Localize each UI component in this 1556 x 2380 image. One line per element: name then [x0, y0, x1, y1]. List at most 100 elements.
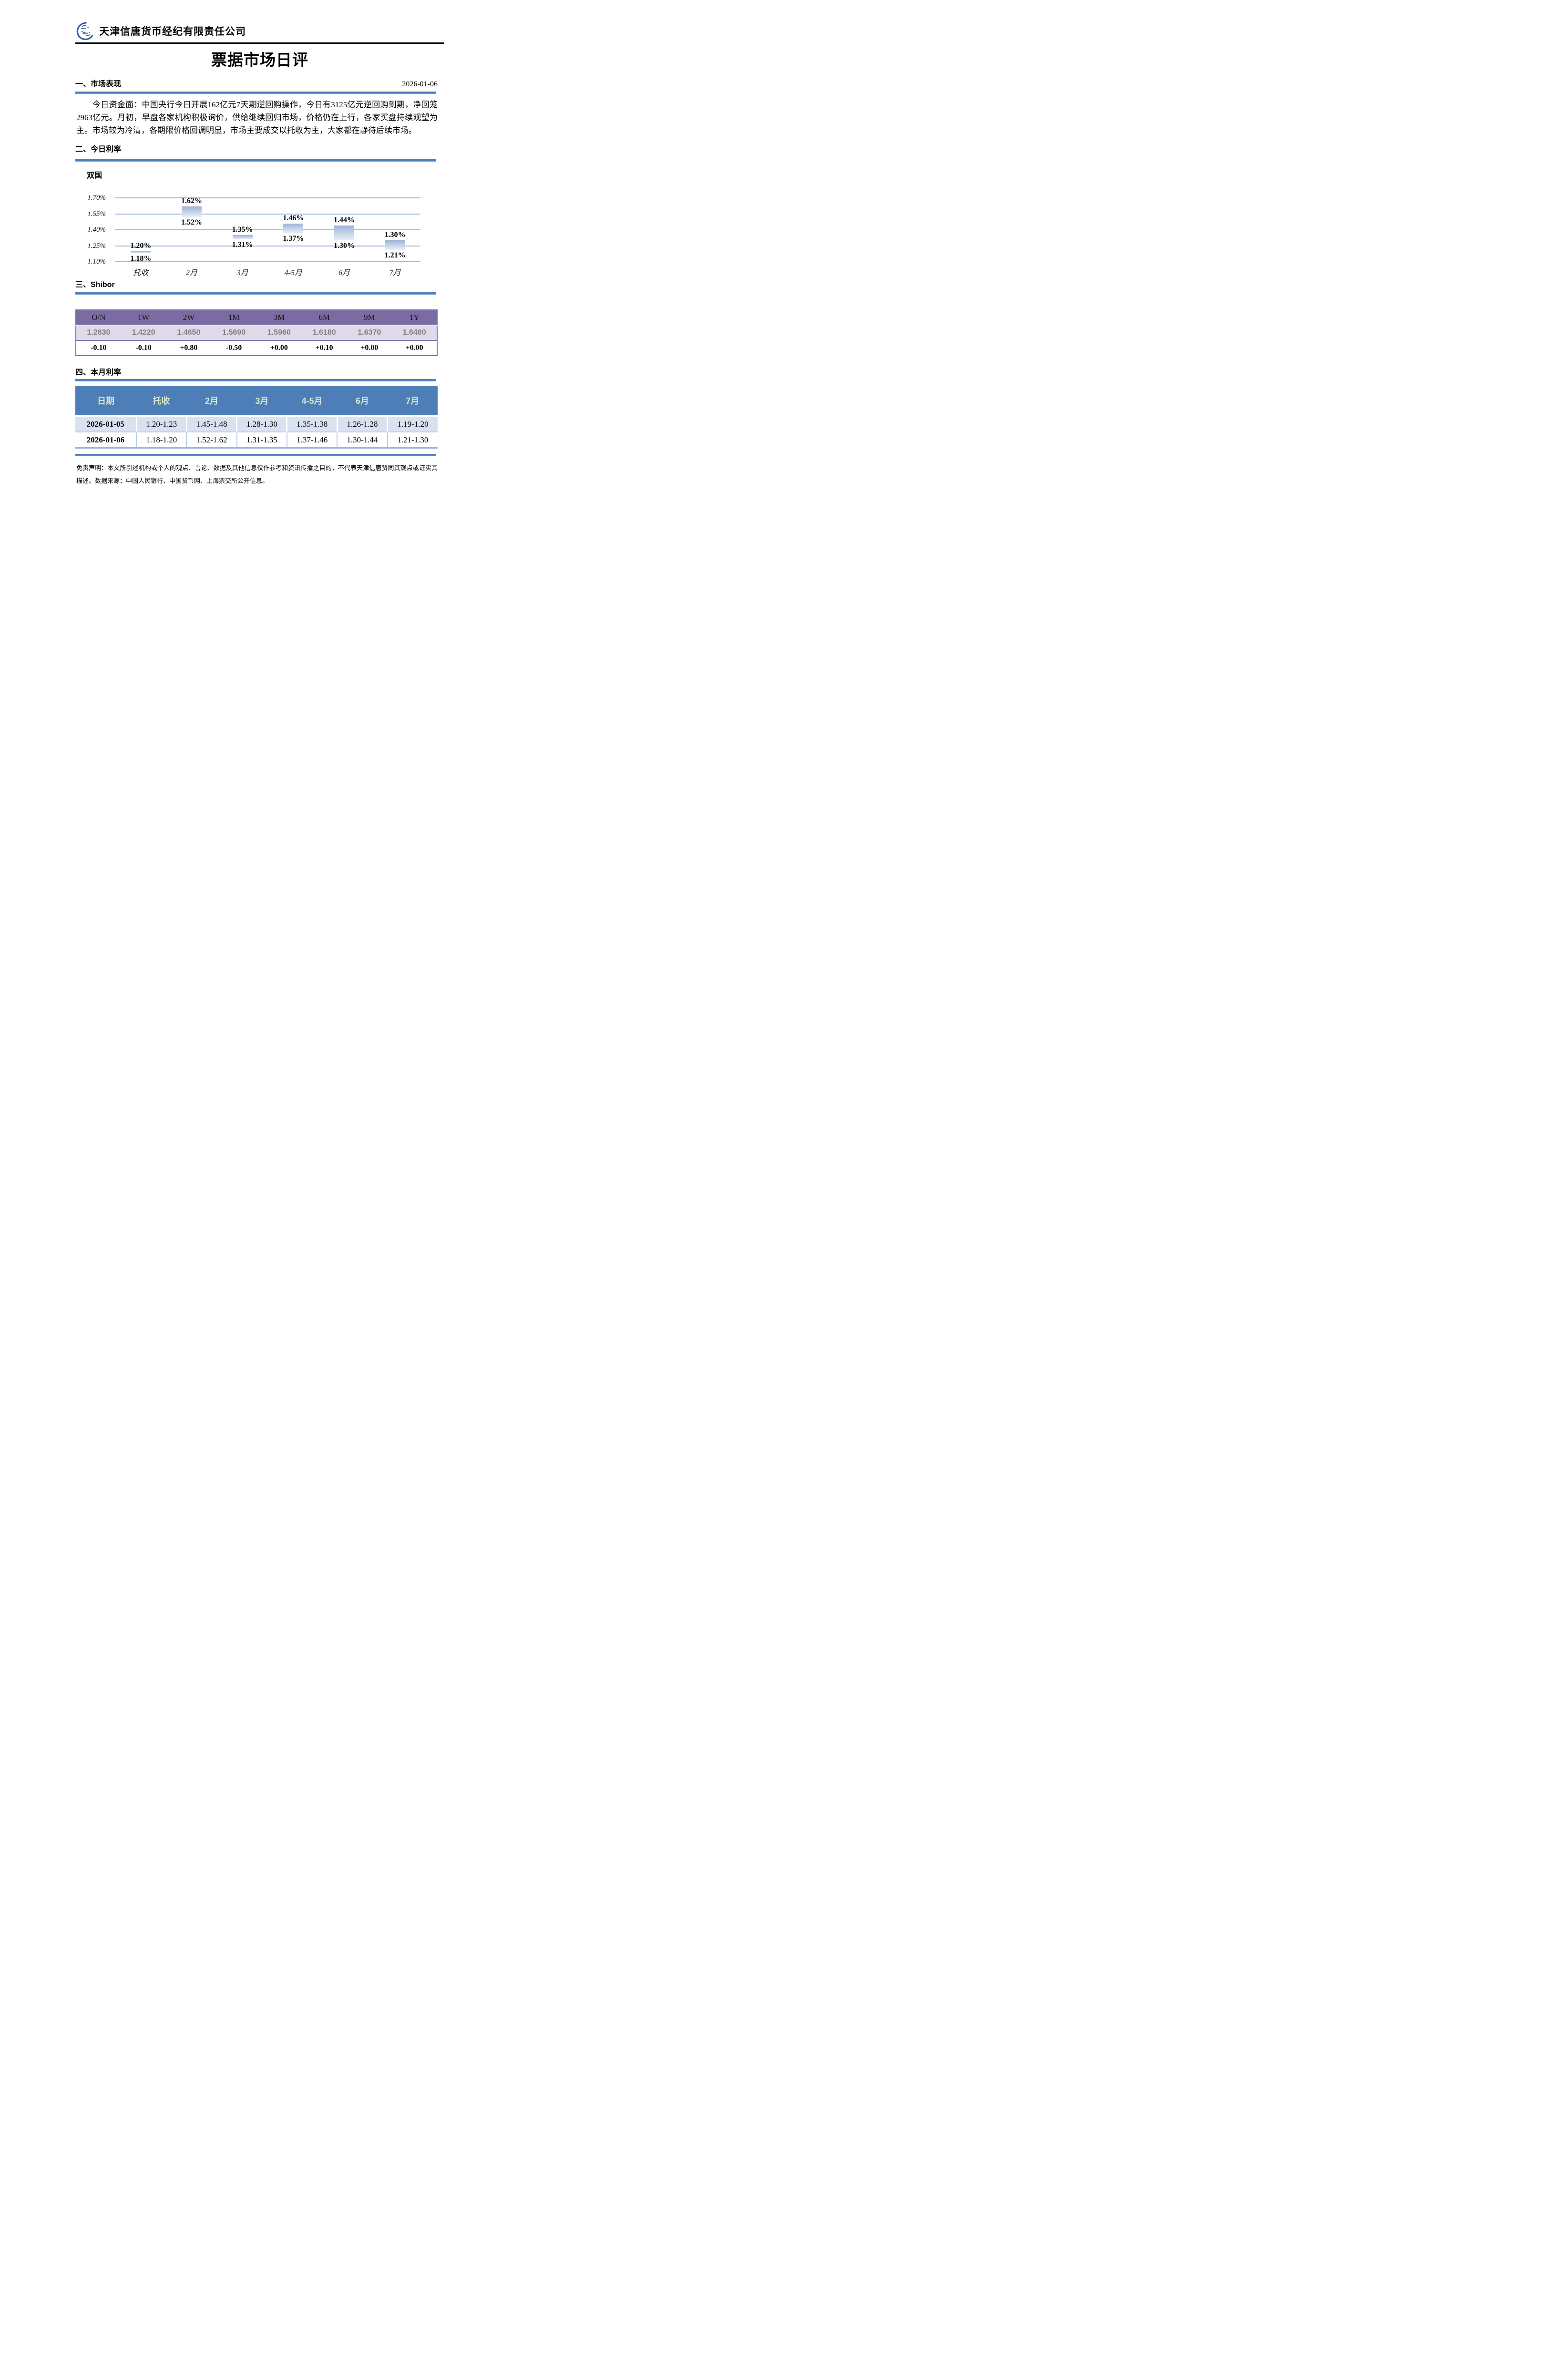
- range-bar: [232, 235, 253, 240]
- section3-heading: 三、Shibor: [75, 281, 115, 289]
- monthly-rate-range: 1.31-1.35: [236, 431, 287, 449]
- shibor-rate-value: 1.2630: [76, 325, 121, 340]
- company-name: 天津信唐货币经纪有限责任公司: [99, 26, 246, 37]
- monthly-rate-range: 1.26-1.28: [337, 415, 389, 432]
- monthly-column-header: 4-5月: [287, 386, 338, 416]
- page-title: 票据市场日评: [211, 52, 308, 69]
- bar-high-label: 1.62%: [181, 196, 202, 205]
- chart-gridline: [115, 229, 420, 230]
- range-bar: [385, 240, 405, 250]
- section3-divider: [75, 292, 436, 295]
- shibor-rate-value: 1.5690: [211, 325, 256, 340]
- company-seal-icon: [76, 22, 93, 40]
- monthly-rate-range: 1.19-1.20: [387, 415, 438, 432]
- monthly-rate-range: 1.30-1.44: [337, 431, 388, 449]
- x-axis-category-label: 3月: [236, 269, 248, 277]
- monthly-column-header: 日期: [75, 386, 136, 416]
- section1-divider: [75, 92, 436, 94]
- shibor-rate-change: +0.10: [301, 340, 347, 356]
- shibor-rate-change: +0.00: [256, 340, 302, 356]
- shibor-tenor-header: O/N: [76, 309, 121, 325]
- section1-heading-row: 一、市场表现 2026-01-06: [75, 79, 438, 89]
- monthly-rate-range: 1.37-1.46: [287, 431, 338, 449]
- range-bar: [334, 226, 354, 241]
- monthly-column-header: 托收: [136, 386, 187, 416]
- shibor-tenor-header: 1Y: [392, 309, 437, 325]
- bar-high-label: 1.44%: [334, 216, 355, 225]
- bar-low-label: 1.18%: [130, 255, 152, 263]
- shibor-rate-change: +0.00: [392, 340, 437, 356]
- shibor-rate-value: 1.6370: [347, 325, 392, 340]
- range-bar: [131, 251, 151, 254]
- shibor-rate-value: 1.4220: [121, 325, 166, 340]
- section4-heading: 四、本月利率: [75, 369, 122, 377]
- x-axis-category-label: 2月: [185, 269, 197, 277]
- monthly-rate-range: 1.21-1.30: [387, 431, 438, 449]
- shibor-rate-value: 1.6180: [301, 325, 347, 340]
- bar-high-label: 1.30%: [384, 231, 406, 239]
- monthly-table-row: 2026-01-06 1.18-1.20 1.52-1.62 1.31-1.35 1.3…: [75, 431, 438, 449]
- shibor-tenor-header: 3M: [256, 309, 302, 325]
- header-rule: [75, 42, 444, 44]
- shibor-tenor-header: 2W: [166, 309, 212, 325]
- section1-heading: 一、市场表现: [75, 80, 122, 88]
- section2-heading-row: 二、今日利率: [75, 144, 438, 154]
- shibor-rate-value: 1.6480: [392, 325, 437, 340]
- bar-low-label: 1.31%: [232, 241, 253, 249]
- y-axis-tick-label: 1.55%: [87, 210, 106, 218]
- chart-gridline: [115, 261, 420, 262]
- monthly-table-row: 2026-01-05 1.20-1.23 1.45-1.48 1.28-1.30 1.3…: [75, 415, 438, 432]
- section2-divider: [75, 159, 436, 162]
- y-axis-tick-label: 1.25%: [87, 242, 106, 250]
- monthly-date: 2026-01-05: [75, 415, 137, 432]
- bar-high-label: 1.46%: [283, 214, 304, 222]
- shibor-rate-change: +0.00: [347, 340, 392, 356]
- monthly-column-header: 6月: [337, 386, 388, 416]
- bar-high-label: 1.35%: [232, 226, 253, 234]
- shibor-rate-change: +0.80: [166, 340, 212, 356]
- bar-low-label: 1.21%: [384, 251, 406, 260]
- section3-heading-row: 三、Shibor: [75, 280, 438, 290]
- monthly-column-header: 2月: [186, 386, 237, 416]
- y-axis-tick-label: 1.70%: [87, 194, 106, 202]
- section2-heading: 二、今日利率: [75, 145, 122, 154]
- footer-divider: [75, 454, 436, 456]
- monthly-rate-range: 1.45-1.48: [186, 415, 238, 432]
- shibor-tenor-header: 1M: [211, 309, 256, 325]
- shibor-changes-row: -0.10 -0.10 +0.80 -0.50 +0.00 +0.10 +0.00 +0.00: [76, 340, 437, 356]
- monthly-rate-range: 1.18-1.20: [136, 431, 187, 449]
- shibor-table: O/N 1W 2W 1M 3M 6M 9M 1Y 1.2630 1.4220 1.4650 1.56…: [75, 309, 438, 356]
- monthly-column-header: 7月: [387, 386, 438, 416]
- range-bar: [182, 206, 202, 217]
- monthly-header-row: 日期 托收 2月 3月 4-5月 6月 7月: [75, 386, 438, 416]
- y-axis-tick-label: 1.40%: [87, 226, 106, 234]
- monthly-rate-range: 1.20-1.23: [136, 415, 187, 432]
- document-header: 天津信唐货币经纪有限责任公司: [76, 0, 444, 40]
- shibor-rate-value: 1.4650: [166, 325, 212, 340]
- shibor-tenor-header: 6M: [301, 309, 347, 325]
- market-commentary-paragraph: 今日资金面：中国央行今日开展162亿元7天期逆回购操作，今日有3125亿元逆回购…: [76, 100, 438, 135]
- bar-low-label: 1.37%: [283, 234, 304, 243]
- section4-divider: [75, 379, 436, 381]
- shibor-rate-change: -0.50: [211, 340, 256, 356]
- chart-title: 双国: [87, 172, 102, 180]
- monthly-column-header: 3月: [236, 386, 287, 416]
- shibor-rate-value: 1.5960: [256, 325, 302, 340]
- shibor-rates-row: 1.2630 1.4220 1.4650 1.5690 1.5960 1.6180 1.63…: [76, 325, 437, 340]
- x-axis-category-label: 7月: [389, 269, 401, 277]
- bar-low-label: 1.30%: [334, 242, 355, 250]
- document-page: 天津信唐货币经纪有限责任公司 票据市场日评 一、市场表现 2026-01-06 …: [0, 0, 519, 793]
- y-axis-tick-label: 1.10%: [87, 258, 106, 266]
- monthly-rate-range: 1.52-1.62: [186, 431, 237, 449]
- section4-heading-row: 四、本月利率: [75, 368, 438, 378]
- chart-gridline: [115, 213, 420, 215]
- rate-range-chart: 1.70% 1.55% 1.40% 1.25% 1.10% 1.20% 1.18% 托收 1.6…: [76, 181, 443, 279]
- monthly-rates-table: 日期 托收 2月 3月 4-5月 6月 7月 2026-01-05 1.20-1.23 1.45…: [75, 386, 438, 449]
- shibor-rate-change: -0.10: [121, 340, 166, 356]
- monthly-rate-range: 1.28-1.30: [236, 415, 288, 432]
- x-axis-category-label: 4-5月: [284, 269, 302, 277]
- x-axis-category-label: 托收: [133, 269, 149, 277]
- monthly-date: 2026-01-06: [75, 431, 137, 449]
- shibor-header-row: O/N 1W 2W 1M 3M 6M 9M 1Y: [76, 309, 437, 325]
- disclaimer-text: 免责声明：本文所引述机构或个人的观点、言论、数据及其他信息仅作参考和资讯传播之目…: [76, 464, 438, 484]
